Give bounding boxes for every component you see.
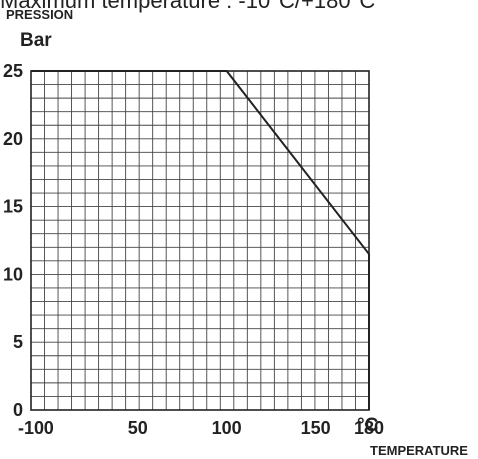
plot-frame [30, 70, 370, 411]
y-tick-label: 10 [3, 264, 23, 284]
y-tick-labels: 0 5 10 15 20 25 [3, 61, 23, 420]
x-axis-unit: °C [357, 415, 379, 436]
x-axis-title: TEMPERATURE [370, 443, 468, 458]
y-tick-label: 5 [13, 332, 23, 352]
x-tick-label: 150 [301, 418, 331, 438]
y-tick-label: 15 [3, 197, 23, 217]
y-tick-label: 25 [3, 61, 23, 81]
chart-series [31, 70, 370, 410]
y-axis-title: PRESSION [6, 7, 74, 22]
chart-axes [30, 70, 370, 411]
chart-grid [31, 71, 369, 410]
series-line-0 [31, 70, 370, 410]
x-tick-label: 0 [44, 418, 54, 438]
y-tick-label: 20 [3, 129, 23, 149]
y-tick-label: 0 [13, 400, 23, 420]
x-tick-label: 50 [128, 418, 148, 438]
y-axis-unit: Bar [20, 30, 52, 51]
chart-note: Maximum temperature : -10°C/+180°C [0, 0, 376, 13]
x-tick-label: -10 [18, 418, 44, 438]
x-tick-label: 180 [354, 418, 384, 438]
x-tick-labels: -10 0 50 100 150 180 [18, 418, 384, 438]
x-tick-label: 100 [212, 418, 242, 438]
